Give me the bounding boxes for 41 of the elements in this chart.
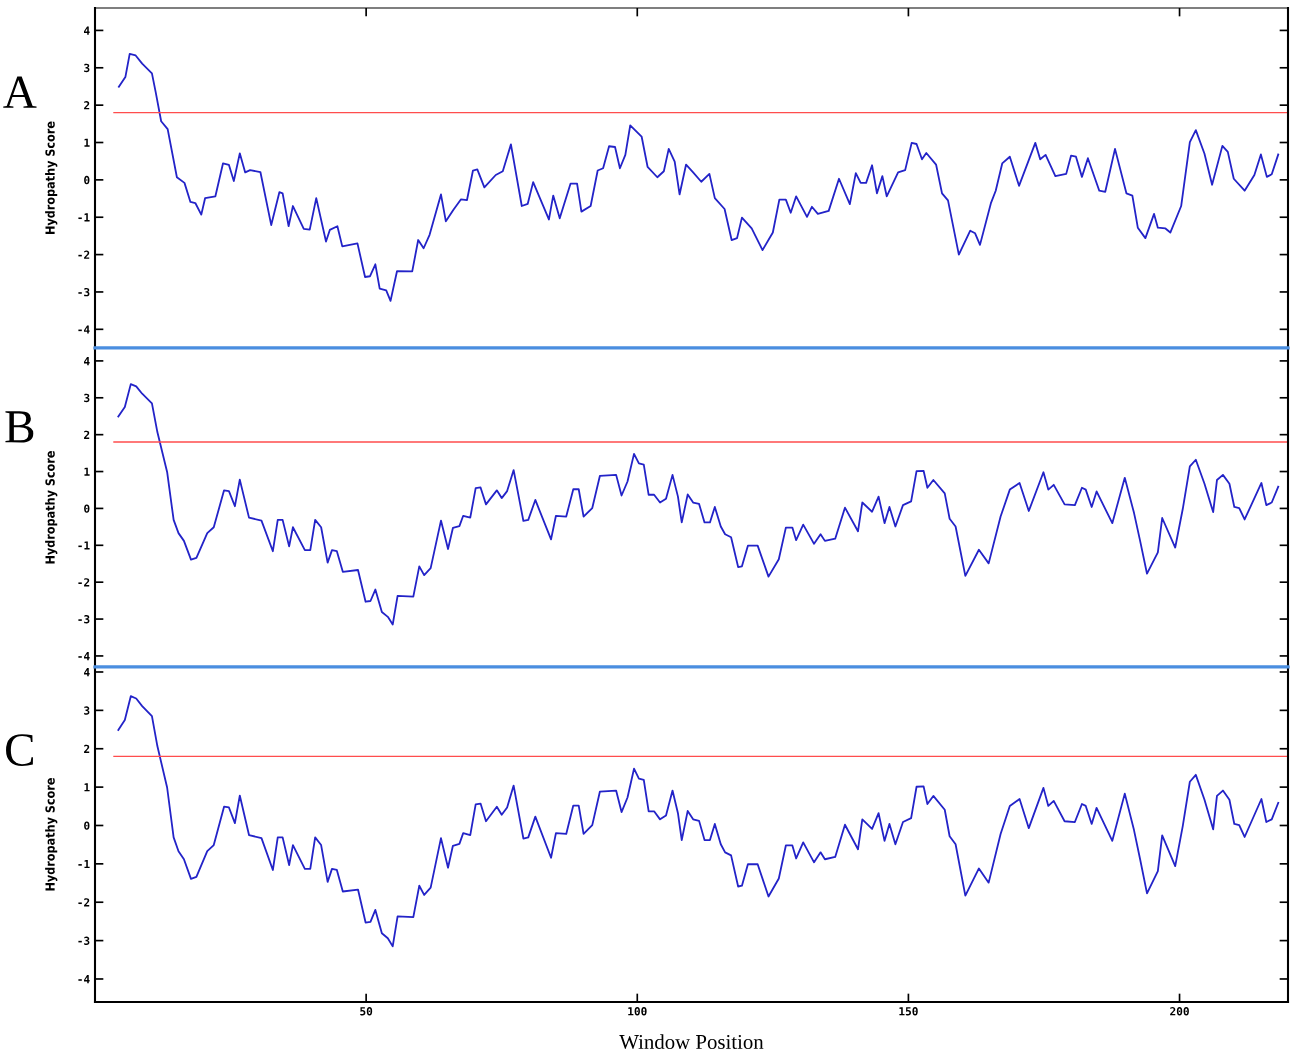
text: A	[3, 76, 37, 108]
y-axis-title: Hydropathy Score	[45, 451, 58, 564]
y-tick-label: -2	[78, 898, 90, 907]
text: C	[6, 734, 33, 766]
line-series	[117, 695, 1280, 948]
y-tick-label: 0	[84, 175, 90, 185]
line-series	[117, 383, 1280, 626]
y-axis-title: Hydropathy Score	[45, 778, 58, 891]
y-tick-label: -2	[78, 250, 90, 259]
y-tick-label: -1	[78, 541, 90, 550]
y-tick-label: 1	[84, 783, 90, 792]
y-axis-title: Hydropathy Score	[45, 121, 58, 234]
y-tick-label: 2	[84, 101, 90, 110]
y-tick-label: -4	[78, 652, 90, 661]
x-axis-title: Window Position	[619, 1034, 764, 1050]
y-tick-label: 4	[84, 668, 90, 677]
line-series	[117, 53, 1280, 302]
x-tick-label: 200	[1170, 1007, 1189, 1016]
x-tick-label: 100	[628, 1007, 647, 1016]
y-tick-label: -3	[78, 936, 90, 945]
y-tick-label: -4	[78, 975, 90, 984]
y-tick-label: 0	[84, 821, 90, 830]
y-tick-label: -1	[78, 859, 90, 869]
x-tick-label: 150	[899, 1007, 918, 1016]
y-tick-label: 3	[84, 706, 90, 715]
y-tick-label: -2	[78, 578, 90, 587]
y-tick-label: -4	[78, 325, 90, 334]
y-tick-label: 0	[84, 504, 90, 513]
y-tick-label: 1	[84, 467, 90, 476]
y-tick-label: 2	[84, 744, 90, 753]
y-tick-label: 2	[84, 430, 90, 439]
y-tick-label: -3	[78, 615, 90, 624]
x-tick-label: 50	[360, 1007, 373, 1016]
text: B	[5, 411, 34, 443]
y-tick-label: 3	[84, 63, 90, 73]
y-tick-label: 3	[84, 393, 90, 403]
y-tick-label: -1	[78, 213, 90, 222]
y-tick-label: 4	[84, 26, 90, 35]
y-tick-label: 4	[84, 357, 90, 366]
y-tick-label: 1	[84, 138, 90, 147]
y-tick-label: -3	[78, 287, 90, 297]
